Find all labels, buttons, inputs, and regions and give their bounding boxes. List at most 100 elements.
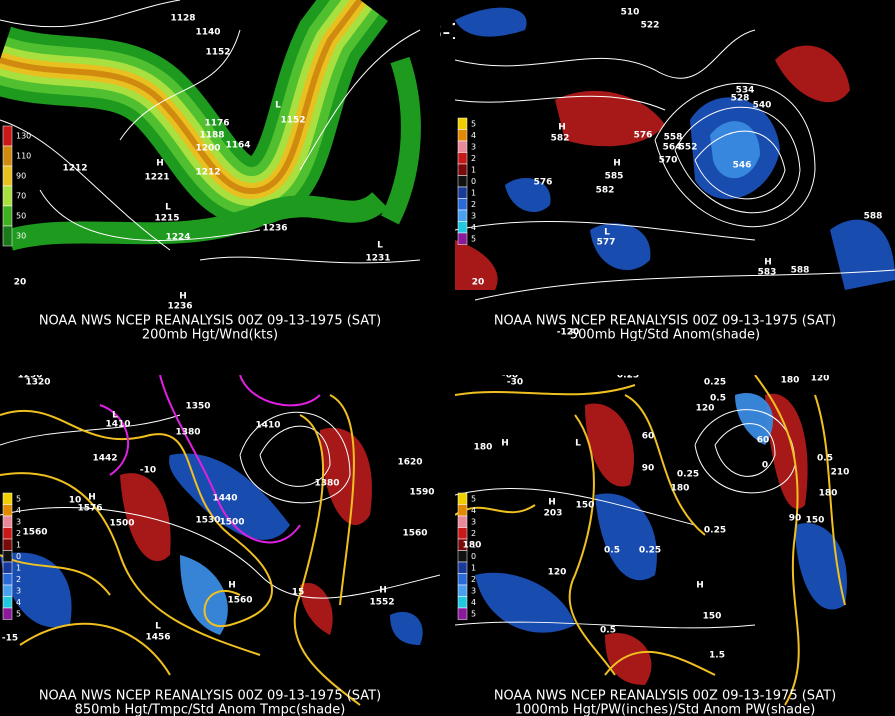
contour-label: 1152 (205, 48, 230, 58)
contour-label: 20 (14, 278, 27, 288)
contour-label: -120 (557, 328, 580, 338)
anomaly-shade (505, 177, 551, 213)
contour-label: L (112, 411, 118, 421)
contour-label: 1212 (195, 168, 220, 178)
contour-label: 1456 (145, 633, 170, 643)
legend-swatch (457, 584, 468, 597)
contour-label: 1224 (165, 233, 190, 243)
contour-label: 1320 (25, 378, 50, 388)
legend-swatch (2, 492, 13, 505)
contour-label: 210 (831, 468, 850, 478)
contour-label: 0.25 (639, 546, 661, 556)
contour-label: 576 (634, 131, 653, 141)
legend-label: 2 (471, 154, 476, 163)
height-contour (455, 29, 756, 79)
contour-label: 585 (605, 172, 624, 182)
legend-swatch (457, 209, 468, 222)
panel-bg (455, 0, 895, 341)
contour-label: 546 (733, 161, 752, 171)
contour-label: 150 (703, 612, 722, 622)
height-contour (239, 411, 351, 504)
contour-label: 1231 (365, 254, 390, 264)
contour-label: 120 (548, 568, 567, 578)
legend-swatch (457, 596, 468, 609)
contour-label: 1215 (154, 214, 179, 224)
legend-label: 1 (16, 540, 21, 549)
contour-label: L (155, 622, 161, 632)
anomaly-shade (595, 493, 657, 581)
height-contour (119, 29, 241, 141)
legend-swatch (457, 607, 468, 620)
contour-label: H (764, 258, 772, 268)
map-caption: 500mb Hgt/Std Anom(shade) (570, 328, 760, 343)
contour-label: 582 (596, 186, 615, 196)
contour-label: 180 (819, 489, 838, 499)
legend-label: 4 (16, 598, 21, 607)
contour-label: 10 (69, 496, 82, 506)
contour-label: 0.5 (710, 394, 726, 404)
height-contour (674, 106, 801, 214)
legend-swatch (457, 527, 468, 540)
contour-label: 180 (463, 541, 482, 551)
contour-label: 1.5 (709, 651, 725, 661)
anomaly-shade (455, 240, 498, 290)
legend-swatch (2, 185, 13, 207)
contour-label: 203 (544, 509, 563, 519)
legend-swatch (2, 225, 13, 247)
source-line: NOAA NWS NCEP REANALYSIS 00Z 09-13-1975 … (494, 689, 836, 704)
yellow-contour (604, 650, 716, 676)
legend-swatch (2, 527, 13, 540)
contour-label: 522 (641, 21, 660, 31)
contour-label: 1500 (219, 518, 244, 528)
height-contour (474, 269, 895, 301)
legend-swatch (457, 140, 468, 153)
contour-label: 1576 (77, 504, 102, 514)
yellow-contour (568, 414, 616, 676)
legend-swatch (457, 492, 468, 505)
anomaly-shade (180, 555, 228, 635)
anomaly-shade (455, 7, 527, 37)
legend-label: 3 (471, 517, 476, 526)
contour-label: 588 (864, 212, 883, 222)
contour-label: 1200 (195, 144, 220, 154)
yellow-contour (754, 375, 800, 706)
yellow-contour (0, 554, 111, 596)
contour-label: 1152 (280, 116, 305, 126)
contour-label: -15 (2, 634, 18, 644)
contour-label: 0.25 (704, 526, 726, 536)
anomaly-shade (775, 45, 850, 103)
legend-label: 2 (471, 200, 476, 209)
legend-swatch (457, 117, 468, 130)
contour-label: 0 (762, 461, 768, 471)
contour-label: 510 (621, 8, 640, 18)
contour-label: 534 (736, 86, 755, 96)
contour-label: 0.25 (677, 470, 699, 480)
contour-label: 1620 (397, 458, 422, 468)
contour-label: 0.5 (817, 454, 833, 464)
height-contour (455, 487, 696, 526)
contour-label: H (501, 439, 509, 449)
legend-label: 3 (471, 211, 476, 220)
legend-swatch (457, 573, 468, 586)
legend-label: 1 (471, 540, 476, 549)
contour-label: 0.25 (617, 371, 639, 381)
contour-label: 1350 (185, 402, 210, 412)
legend-swatch (2, 550, 13, 563)
temp-contour (159, 375, 301, 544)
contour-label: 180 (671, 484, 690, 494)
anomaly-shade (475, 572, 575, 633)
contour-label: 180 (474, 443, 493, 453)
contour-label: 1212 (62, 164, 87, 174)
contour-label: 1380 (314, 479, 339, 489)
yellow-contour (814, 394, 846, 606)
legend-swatch (457, 152, 468, 165)
contour-label: L (377, 241, 383, 251)
legend-label: 3 (471, 586, 476, 595)
anomaly-shade (169, 453, 290, 540)
contour-label: 120 (811, 374, 830, 384)
legend-label: 0 (16, 552, 21, 561)
legend-swatch (457, 175, 468, 188)
contour-label: 150 (576, 501, 595, 511)
legend-swatch (457, 221, 468, 234)
